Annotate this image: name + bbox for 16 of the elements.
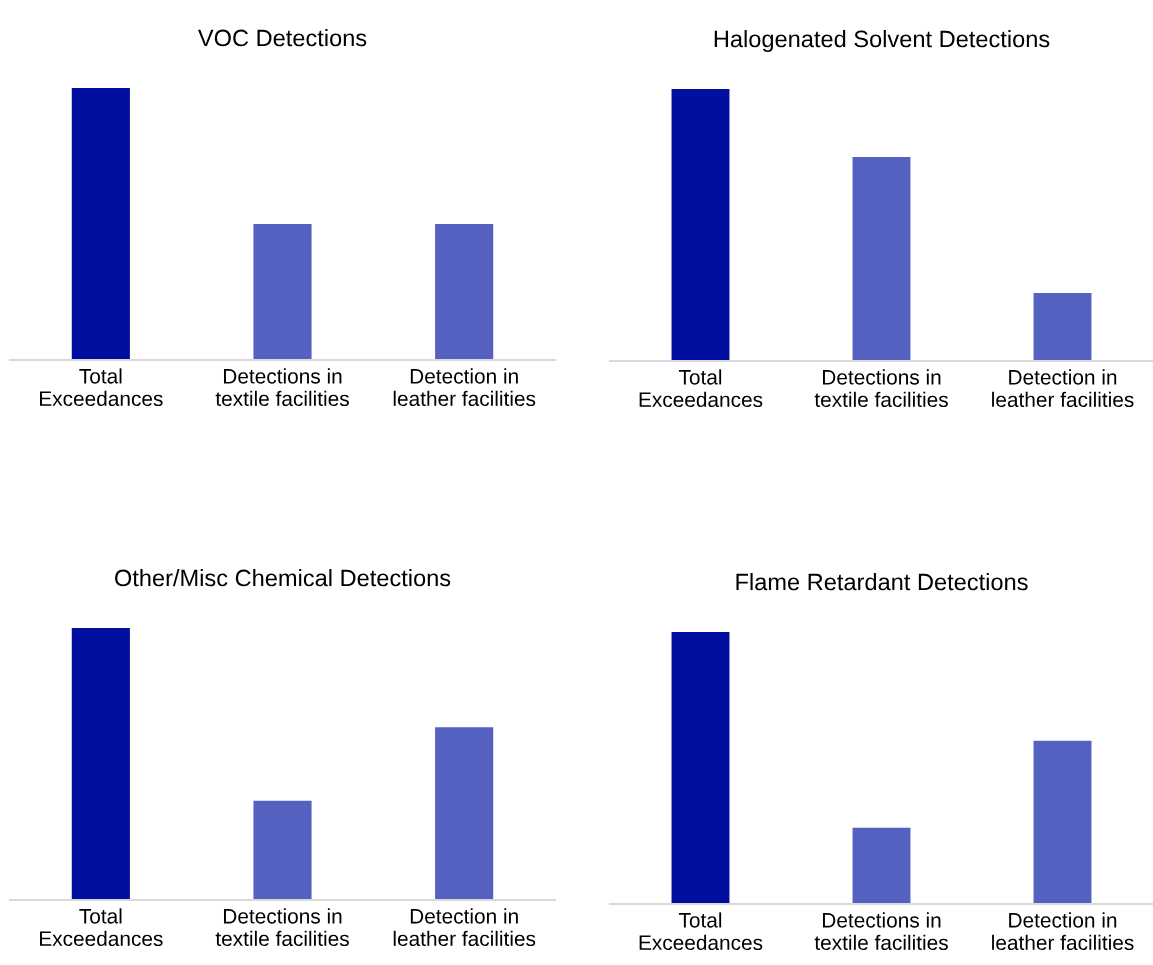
x-tick-label: Detections in textile facilities bbox=[814, 369, 948, 408]
x-tick-label: Detection in leather facilities bbox=[992, 369, 1134, 408]
x-tick-label: Detection in leather facilities bbox=[393, 368, 536, 407]
chart-title: VOC Detections bbox=[197, 29, 367, 47]
chart-title: Other/Misc Chemical Detections bbox=[115, 569, 451, 587]
chart-title: Flame Retardant Detections bbox=[736, 573, 1028, 591]
x-tick-label: Detections in textile facilities bbox=[215, 368, 349, 407]
x-tick-label: Detection in leather facilities bbox=[393, 908, 536, 947]
x-tick-label: Detection in leather facilities bbox=[992, 912, 1134, 951]
chart-title: Halogenated Solvent Detections bbox=[714, 30, 1050, 53]
x-tick-label: Total Exceedances bbox=[40, 908, 163, 947]
x-tick-label: Detections in textile facilities bbox=[814, 912, 948, 951]
x-tick-label: Total Exceedances bbox=[639, 912, 763, 951]
x-tick-label: Detections in textile facilities bbox=[215, 908, 349, 947]
x-tick-label: Total Exceedances bbox=[40, 368, 163, 407]
x-tick-label: Total Exceedances bbox=[639, 369, 763, 408]
